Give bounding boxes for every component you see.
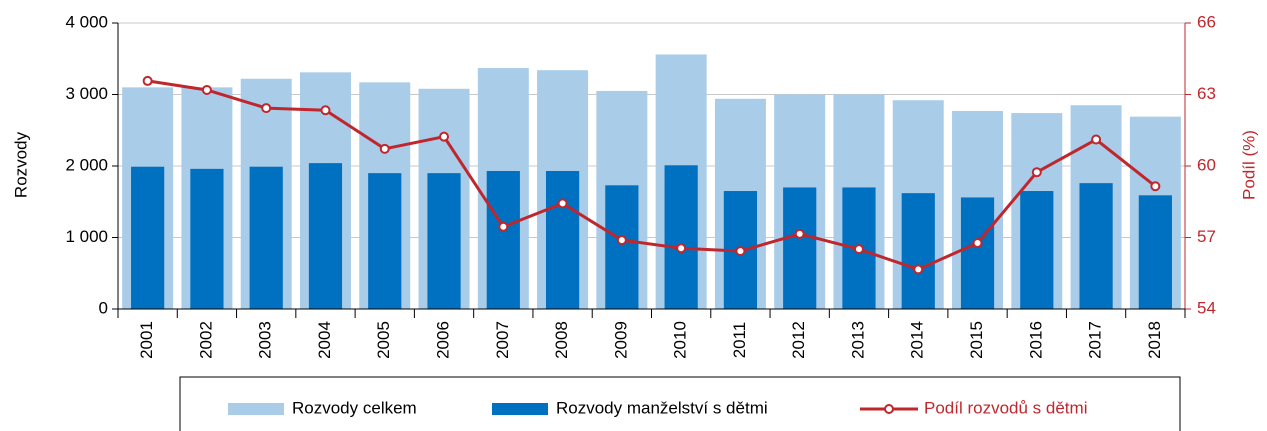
y2-tick-label: 63 [1197, 84, 1216, 103]
x-tick-label: 2014 [908, 321, 927, 359]
legend-box [179, 376, 1181, 431]
legend-swatch [492, 403, 548, 415]
line-marker [498, 221, 509, 232]
bar [901, 193, 935, 309]
bar [545, 171, 580, 309]
line-marker [261, 103, 272, 114]
y2-tick-label: 66 [1197, 12, 1216, 31]
x-tick-label: 2015 [967, 321, 986, 359]
line-marker [913, 264, 924, 275]
legend-swatch [228, 403, 284, 415]
bar [783, 187, 817, 309]
y2-axis-label: Podíl (%) [1239, 130, 1258, 200]
line-marker [557, 198, 568, 209]
x-tick-label: 2010 [671, 321, 690, 359]
x-tick-label: 2013 [848, 321, 867, 359]
line-marker [439, 131, 450, 142]
legend-label: Podíl rozvodů s dětmi [924, 398, 1087, 417]
x-tick-label: 2017 [1086, 321, 1105, 359]
y-axis-label: Rozvody [11, 131, 30, 198]
line-marker [616, 235, 627, 246]
x-tick-label: 2003 [256, 321, 275, 359]
bar [190, 168, 224, 309]
legend-label: Rozvody celkem [292, 398, 417, 417]
line-marker [142, 75, 153, 86]
bar [1138, 195, 1172, 309]
x-tick-label: 2007 [493, 321, 512, 359]
bar [1079, 183, 1113, 309]
x-tick-label: 2005 [374, 321, 393, 359]
x-tick-label: 2018 [1145, 321, 1164, 359]
bar [308, 163, 343, 309]
line-marker [1150, 181, 1161, 192]
bar [605, 185, 639, 309]
legend-label: Rozvody manželství s dětmi [556, 398, 768, 417]
y-tick-label: 0 [99, 298, 108, 317]
line-marker [853, 244, 864, 255]
line-marker [972, 237, 983, 248]
line-marker [794, 228, 805, 239]
x-tick-label: 2009 [611, 321, 630, 359]
bar [368, 173, 402, 309]
y-tick-label: 3 000 [65, 84, 108, 103]
line-marker [379, 143, 390, 154]
y-tick-label: 4 000 [65, 12, 108, 31]
line-marker [735, 246, 746, 257]
line-marker [320, 105, 331, 116]
line-marker [676, 243, 687, 254]
line-marker [1031, 167, 1042, 178]
x-tick-label: 2004 [315, 321, 334, 359]
bar [486, 171, 520, 309]
x-tick-label: 2008 [552, 321, 571, 359]
y-tick-label: 2 000 [65, 155, 108, 174]
line [147, 79, 1157, 272]
x-tick-label: 2006 [434, 321, 453, 359]
x-tick-label: 2011 [730, 322, 749, 359]
bar [960, 197, 995, 309]
x-tick-label: 2012 [789, 321, 808, 359]
x-tick-label: 2016 [1026, 321, 1045, 359]
y2-tick-label: 54 [1197, 298, 1216, 317]
legend-marker [884, 404, 894, 414]
bar [1020, 191, 1054, 309]
bar [131, 166, 165, 309]
bar [427, 173, 461, 309]
x-tick-label: 2001 [137, 321, 156, 359]
bar [249, 166, 283, 309]
line-marker [1091, 134, 1102, 145]
y2-tick-label: 60 [1197, 155, 1216, 174]
line-marker [201, 84, 212, 95]
y2-tick-label: 57 [1197, 227, 1216, 246]
x-tick-label: 2002 [196, 321, 215, 359]
y-tick-label: 1 000 [65, 227, 108, 246]
bar [664, 165, 698, 309]
